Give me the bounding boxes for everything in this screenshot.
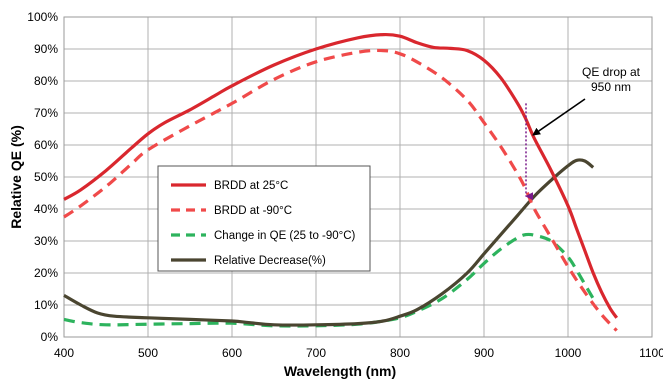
y-tick-label: 10% [34, 298, 58, 312]
legend-label-2: Change in QE (25 to -90°C) [214, 230, 356, 242]
legend: BRDD at 25°C BRDD at -90°C Change in QE (2… [157, 165, 371, 272]
y-tick-label: 40% [34, 202, 58, 216]
plot-border [63, 16, 653, 338]
x-tick-label: 1000 [555, 346, 582, 360]
y-tick-label: 100% [27, 10, 58, 24]
y-tick-labels: 0% 10% 20% 30% 40% 50% 60% 70% 80% 90% 100% [27, 10, 58, 344]
y-tick-label: 70% [34, 106, 58, 120]
y-tick-label: 20% [34, 266, 58, 280]
series-line-3 [63, 158, 595, 327]
series-line-2 [63, 232, 595, 328]
series-line-0 [63, 32, 619, 319]
y-tick-label: 0% [41, 330, 59, 344]
annotation-arrow [532, 98, 586, 136]
x-tick-label: 900 [474, 346, 494, 360]
legend-label-0: BRDD at 25°C [214, 180, 288, 192]
x-tick-label: 500 [138, 346, 158, 360]
annotation-text-line-2: 950 nm [591, 80, 631, 94]
x-axis-title: Wavelength (nm) [284, 363, 396, 379]
series-line-1 [63, 48, 618, 332]
legend-label-3: Relative Decrease(%) [214, 255, 326, 267]
y-axis-title: Relative QE (%) [8, 125, 24, 228]
x-tick-label: 400 [54, 346, 74, 360]
y-tick-label: 50% [34, 170, 58, 184]
x-tick-label: 700 [306, 346, 326, 360]
y-tick-label: 30% [34, 234, 58, 248]
x-tick-label: 600 [222, 346, 242, 360]
y-tick-label: 60% [34, 138, 58, 152]
annotation-text-line-1: QE drop at [582, 65, 641, 79]
x-tick-labels: 400 500 600 700 800 900 1000 1100 [54, 346, 663, 360]
series-layer [63, 32, 619, 332]
annotation-qe-drop: QE drop at 950 nm [525, 65, 641, 201]
x-tick-label: 800 [390, 346, 410, 360]
y-tick-label: 90% [34, 42, 58, 56]
x-tick-label: 1100 [639, 346, 663, 360]
legend-label-1: BRDD at -90°C [214, 205, 292, 217]
y-tick-label: 80% [34, 74, 58, 88]
